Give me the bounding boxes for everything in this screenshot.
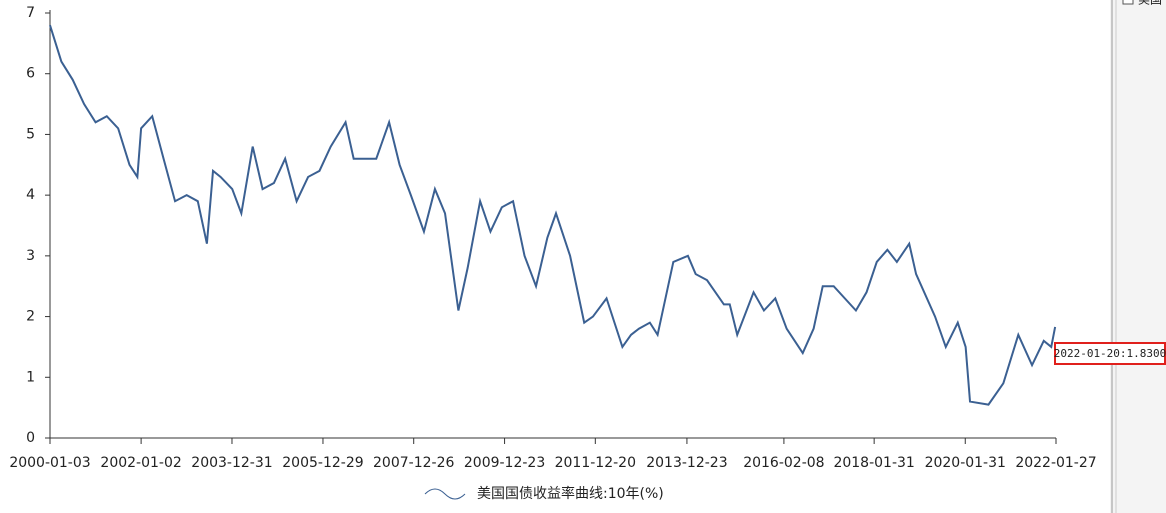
- annotation-box: [1054, 342, 1166, 365]
- x-tick-label: 2005-12-29: [282, 455, 363, 471]
- y-tick-label: 3: [26, 248, 35, 264]
- legend-swatch: [424, 488, 466, 500]
- panel-item[interactable]: 美国: [1138, 0, 1162, 7]
- x-tick-label: 2020-01-31: [925, 455, 1006, 471]
- x-tick-label: 2009-12-23: [464, 455, 545, 471]
- y-tick-label: 5: [26, 126, 35, 142]
- x-tick-label: 2018-01-31: [833, 455, 914, 471]
- x-tick-label: 2011-12-20: [555, 455, 636, 471]
- legend-label: 美国国债收益率曲线:10年(%): [477, 485, 664, 502]
- y-tick-label: 2: [26, 309, 35, 325]
- y-tick-label: 7: [26, 5, 35, 21]
- line: [49, 24, 1057, 406]
- x-tick-label: 2002-01-02: [100, 455, 181, 471]
- x-tick-label: 2022-01-27: [1015, 455, 1096, 471]
- y-tick-label: 6: [26, 66, 35, 82]
- x-tick-label: 2016-02-08: [743, 455, 824, 471]
- y-tick-label: 1: [26, 369, 35, 385]
- side-panel: [1110, 0, 1166, 513]
- y-tick-label: 4: [26, 187, 35, 203]
- x-tick-label: 2013-12-23: [646, 455, 727, 471]
- x-tick-label: 2003-12-31: [191, 455, 272, 471]
- x-tick-label: 2000-01-03: [9, 455, 90, 471]
- x-tick-label: 2007-12-26: [373, 455, 454, 471]
- annotation: 2022-01-20:1.8300: [1054, 347, 1166, 360]
- y-tick-label: 0: [26, 430, 35, 446]
- checkbox[interactable]: [1122, 0, 1134, 5]
